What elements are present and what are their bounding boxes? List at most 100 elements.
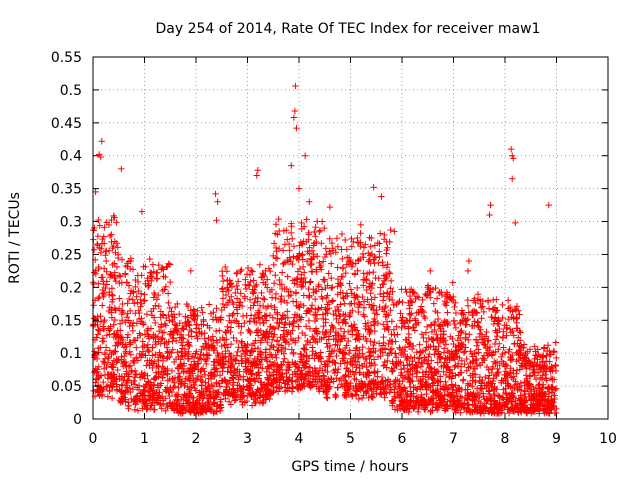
data-point bbox=[456, 354, 463, 362]
data-point bbox=[276, 276, 283, 284]
data-point bbox=[159, 374, 166, 381]
data-point bbox=[273, 337, 281, 344]
data-point bbox=[321, 380, 329, 388]
data-point bbox=[316, 354, 323, 361]
data-point bbox=[420, 402, 427, 409]
data-point bbox=[483, 384, 490, 392]
y-tick-label: 0.5 bbox=[60, 83, 82, 99]
data-point bbox=[103, 278, 111, 285]
data-point bbox=[214, 359, 222, 367]
data-point bbox=[269, 314, 277, 321]
data-point bbox=[241, 342, 248, 349]
x-tick-label: 5 bbox=[346, 431, 355, 447]
data-point bbox=[414, 397, 421, 405]
data-point bbox=[490, 349, 497, 356]
data-point bbox=[324, 394, 331, 402]
data-point bbox=[222, 386, 230, 393]
data-point bbox=[429, 387, 436, 394]
data-point bbox=[237, 290, 244, 297]
data-point bbox=[106, 288, 113, 296]
data-point bbox=[491, 409, 498, 417]
data-point bbox=[138, 208, 146, 215]
data-point bbox=[325, 375, 332, 383]
data-point bbox=[358, 394, 366, 402]
data-point bbox=[319, 295, 326, 303]
data-point bbox=[339, 255, 346, 263]
data-point bbox=[317, 353, 324, 361]
data-point bbox=[210, 410, 217, 417]
data-point bbox=[241, 319, 248, 327]
data-point bbox=[308, 247, 316, 254]
data-point bbox=[243, 271, 251, 278]
data-point bbox=[247, 329, 254, 337]
data-point bbox=[383, 264, 391, 271]
data-point bbox=[226, 359, 234, 367]
data-point bbox=[355, 336, 363, 343]
data-point bbox=[410, 390, 417, 397]
data-point bbox=[330, 367, 338, 374]
data-point bbox=[436, 400, 443, 407]
data-point bbox=[204, 405, 211, 412]
data-point bbox=[487, 201, 494, 209]
data-point bbox=[186, 342, 193, 350]
data-point bbox=[428, 357, 435, 364]
data-point bbox=[184, 383, 191, 391]
data-point bbox=[315, 305, 322, 312]
data-point bbox=[526, 346, 534, 353]
data-point bbox=[484, 344, 491, 352]
data-point bbox=[485, 337, 492, 344]
data-point bbox=[270, 240, 278, 247]
data-point bbox=[509, 390, 516, 397]
data-point bbox=[280, 358, 287, 366]
data-point bbox=[329, 245, 336, 252]
data-point bbox=[297, 351, 305, 358]
data-point bbox=[205, 398, 212, 406]
data-point bbox=[179, 410, 186, 417]
data-point bbox=[135, 307, 142, 314]
data-point bbox=[288, 346, 295, 353]
data-point bbox=[256, 351, 264, 358]
data-point bbox=[116, 372, 123, 380]
data-point bbox=[99, 302, 106, 309]
data-point bbox=[551, 395, 558, 403]
data-point bbox=[417, 383, 424, 391]
data-point bbox=[363, 277, 370, 284]
data-point bbox=[255, 372, 263, 379]
data-point bbox=[254, 310, 262, 318]
data-point bbox=[424, 282, 432, 289]
data-point bbox=[326, 342, 334, 350]
data-point bbox=[111, 238, 118, 245]
data-point bbox=[264, 338, 271, 346]
data-point bbox=[300, 223, 308, 230]
data-point bbox=[248, 402, 256, 409]
data-point bbox=[336, 376, 343, 384]
data-point bbox=[229, 374, 236, 381]
data-point bbox=[399, 399, 406, 406]
data-point bbox=[387, 277, 395, 285]
data-point bbox=[170, 379, 178, 386]
data-point bbox=[146, 362, 153, 369]
data-point bbox=[100, 265, 108, 272]
data-point bbox=[268, 361, 275, 369]
data-point bbox=[460, 400, 468, 407]
data-point bbox=[102, 344, 110, 351]
data-point bbox=[111, 371, 118, 378]
data-point bbox=[494, 307, 501, 314]
data-point bbox=[274, 347, 281, 354]
data-point bbox=[311, 228, 318, 236]
data-point bbox=[151, 390, 158, 397]
data-point bbox=[179, 352, 186, 359]
data-point bbox=[512, 219, 519, 227]
data-point bbox=[384, 244, 391, 251]
data-point bbox=[97, 153, 104, 161]
data-point bbox=[536, 365, 544, 373]
data-point bbox=[292, 82, 299, 90]
data-point bbox=[180, 362, 188, 369]
data-point bbox=[143, 327, 151, 334]
data-point bbox=[168, 367, 176, 375]
data-point bbox=[488, 313, 495, 321]
data-point bbox=[251, 355, 258, 362]
data-point bbox=[477, 409, 484, 416]
data-point bbox=[288, 162, 295, 169]
data-point bbox=[314, 330, 321, 338]
